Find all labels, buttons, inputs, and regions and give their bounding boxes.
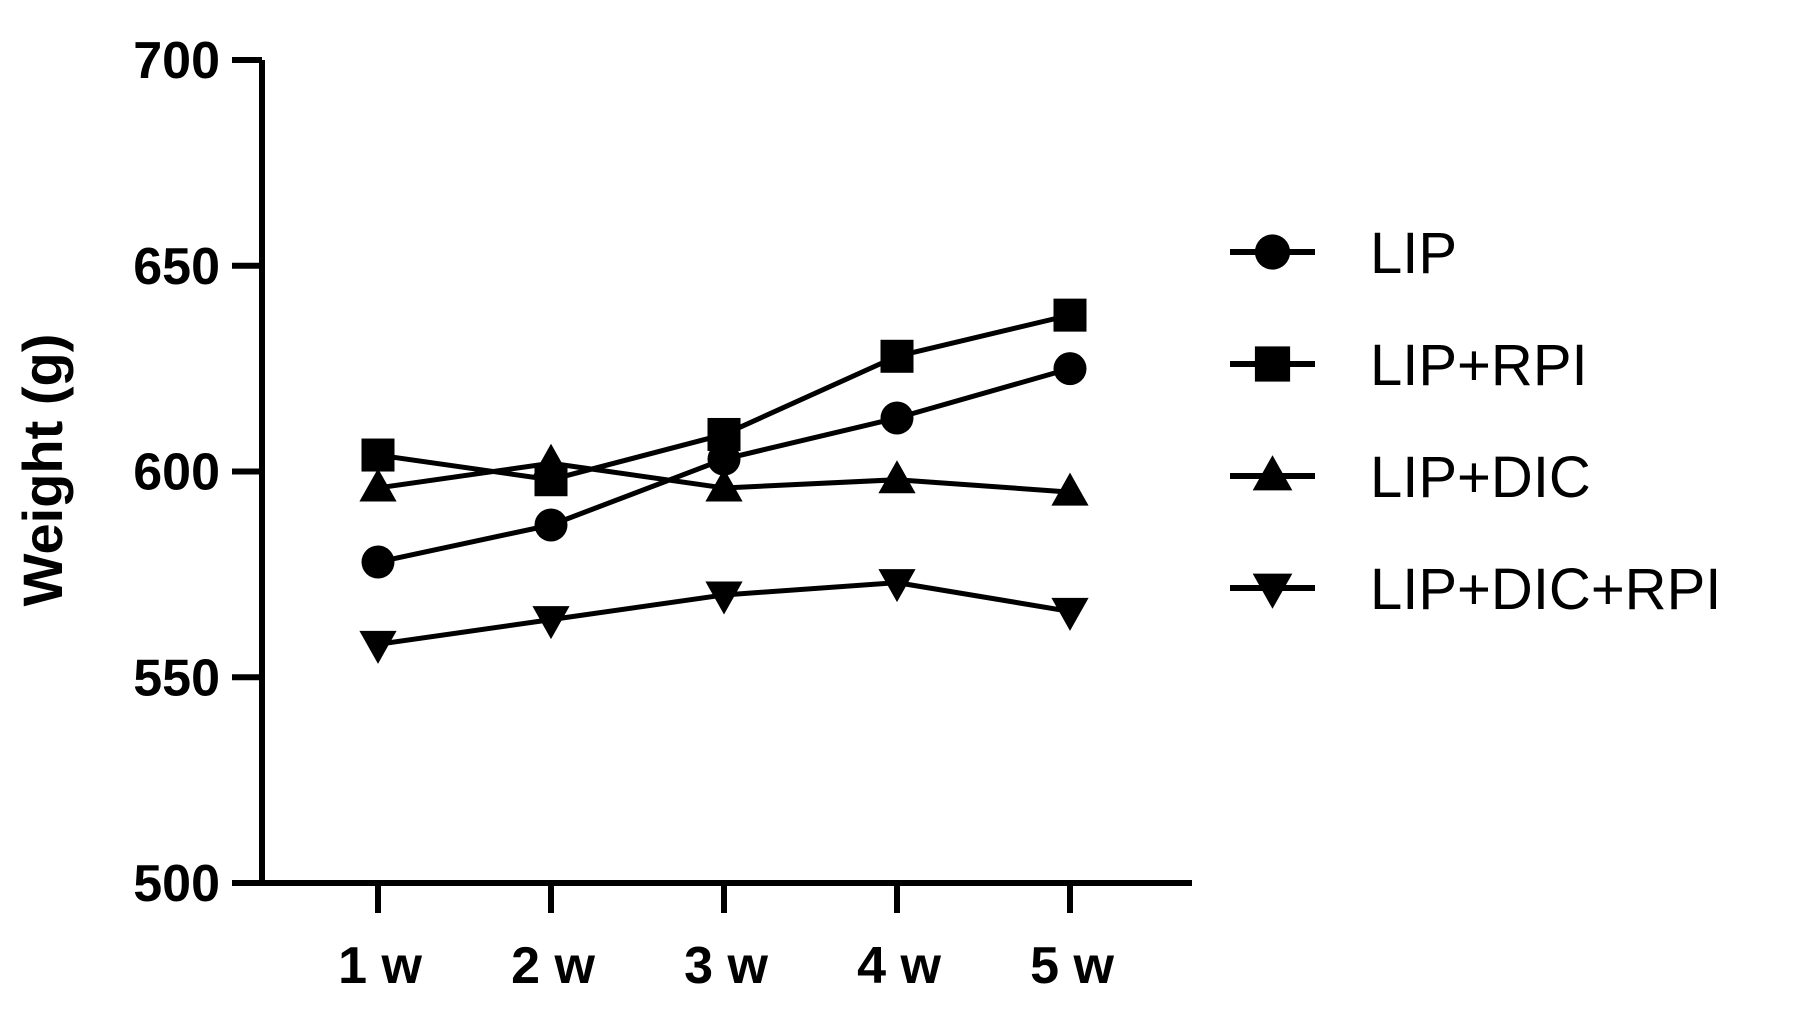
x-tick-label: 4 w xyxy=(857,937,941,995)
data-point xyxy=(878,569,916,603)
x-tick-label: 1 w xyxy=(338,937,422,995)
axes: 500 550 600 650 700 1 w 2 w 3 w 4 w 5 w xyxy=(133,32,1192,995)
data-point xyxy=(532,606,570,640)
legend-item: LIP+DIC xyxy=(1230,445,1591,510)
series-lip-dic xyxy=(359,443,1089,506)
data-point xyxy=(1051,597,1089,631)
data-point xyxy=(534,508,568,542)
legend-marker xyxy=(1254,234,1291,270)
data-point xyxy=(878,460,916,494)
data-point xyxy=(361,438,395,472)
data-point xyxy=(707,417,741,451)
y-tick-label: 650 xyxy=(133,238,220,296)
y-tick-label: 700 xyxy=(133,32,220,90)
series-lip-dic-rpi xyxy=(359,569,1089,664)
data-point xyxy=(705,468,743,502)
data-point xyxy=(705,581,743,615)
data-point xyxy=(359,468,397,502)
series-lip xyxy=(361,352,1087,579)
data-point xyxy=(361,545,395,579)
y-tick-label: 550 xyxy=(133,649,220,707)
y-tick-label: 500 xyxy=(133,855,220,913)
legend-marker xyxy=(1254,346,1291,382)
legend-label: LIP xyxy=(1370,221,1457,286)
data-point xyxy=(1051,472,1089,506)
legend-label: LIP+DIC xyxy=(1370,445,1591,510)
legend-marker xyxy=(1252,573,1293,609)
data-point xyxy=(880,339,914,373)
legend-item: LIP xyxy=(1230,221,1457,286)
x-tick-label: 5 w xyxy=(1030,937,1114,995)
legend-item: LIP+RPI xyxy=(1230,333,1588,398)
data-point xyxy=(359,630,397,664)
data-point xyxy=(532,443,570,477)
legend-marker xyxy=(1252,455,1293,491)
series-layer xyxy=(359,298,1089,664)
x-tick-label: 2 w xyxy=(511,937,595,995)
data-point xyxy=(1053,352,1087,386)
legend-label: LIP+DIC+RPI xyxy=(1370,557,1721,622)
data-point xyxy=(880,401,914,435)
x-tick-label: 3 w xyxy=(684,937,768,995)
y-axis-title: Weight (g) xyxy=(11,334,74,607)
legend-label: LIP+RPI xyxy=(1370,333,1588,398)
legend: LIP LIP+RPI LIP+DIC LIP+DIC+RPI xyxy=(1230,221,1721,622)
y-tick-label: 600 xyxy=(133,444,220,502)
legend-item: LIP+DIC+RPI xyxy=(1230,557,1721,622)
data-point xyxy=(1053,298,1087,332)
